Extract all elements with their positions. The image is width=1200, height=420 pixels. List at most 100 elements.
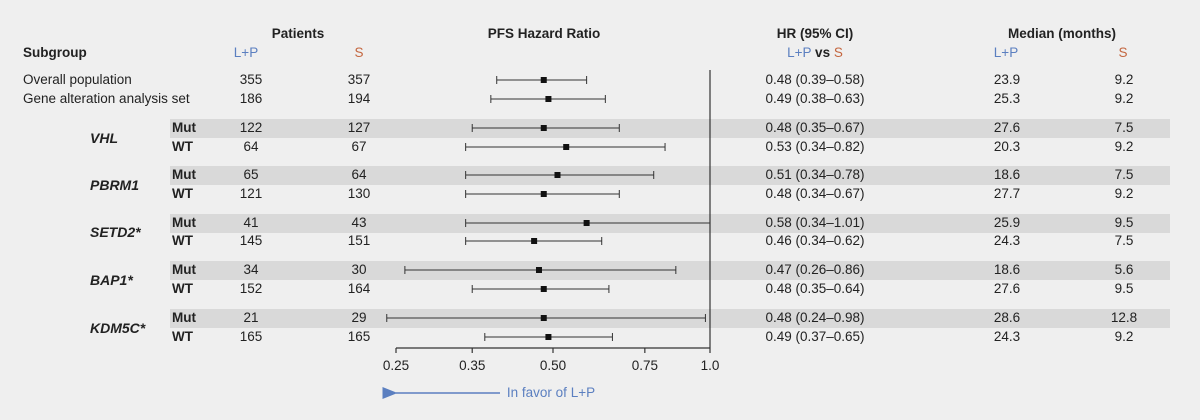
s-patient-count: 130 [347,186,371,201]
hr-ci-value: 0.47 (0.26–0.86) [765,262,865,277]
s-patient-count: 43 [351,215,367,230]
hr-vs-label: vs [815,45,831,60]
x-tick-label: 0.75 [632,358,658,373]
lp-patient-count: 121 [239,186,263,201]
mut-row-band [170,119,1170,138]
median-lp-value: 18.6 [993,262,1021,277]
hr-ci-value: 0.46 (0.34–0.62) [765,233,865,248]
status-label: Mut [172,215,196,230]
status-label: WT [172,139,193,154]
favor-label: In favor of L+P [506,385,596,400]
hr-ci-header: HR (95% CI) [776,26,854,41]
median-s-value: 9.2 [1114,186,1134,201]
s-patient-count: 164 [347,281,371,296]
hazard-ratio-point [540,286,547,292]
subgroup-label: Gene alteration analysis set [23,91,190,106]
median-s-header: S [1118,45,1128,60]
median-lp-value: 23.9 [993,72,1021,87]
s-patient-count: 29 [351,310,367,325]
median-s-value: 9.5 [1114,281,1134,296]
median-lp-value: 24.3 [993,233,1021,248]
status-label: Mut [172,310,196,325]
median-lp-value: 28.6 [993,310,1021,325]
hazard-ratio-point [563,144,570,150]
hr-ci-value: 0.58 (0.34–1.01) [765,215,865,230]
s-patient-count: 357 [347,72,371,87]
s-patient-count: 67 [351,139,367,154]
x-tick-label: 0.35 [459,358,485,373]
hazard-ratio-point [540,315,547,321]
lp-patient-count: 21 [243,310,259,325]
s-patient-count: 194 [347,91,371,106]
s-n-header: S [354,45,364,60]
lp-patient-count: 186 [239,91,263,106]
lp-patient-count: 165 [239,329,263,344]
hazard-ratio-point [535,267,542,273]
hr-ci-value: 0.48 (0.24–0.98) [765,310,865,325]
status-label: Mut [172,262,196,277]
median-s-value: 9.2 [1114,139,1134,154]
median-s-value: 5.6 [1114,262,1134,277]
hazard-ratio-point [540,191,547,197]
pfs-hazard-ratio-title: PFS Hazard Ratio [487,26,601,41]
s-patient-count: 64 [351,167,367,182]
hr-ci-value: 0.49 (0.38–0.63) [765,91,865,106]
gene-label: VHL [90,129,118,146]
status-label: WT [172,233,193,248]
median-s-value: 9.2 [1114,329,1134,344]
gene-label: BAP1* [90,271,133,288]
patients-header: Patients [271,26,325,41]
median-lp-value: 27.7 [993,186,1021,201]
hr-ci-value: 0.49 (0.37–0.65) [765,329,865,344]
s-patient-count: 30 [351,262,367,277]
subgroup-label: Overall population [23,72,132,87]
gene-label: PBRM1 [90,176,140,193]
hazard-ratio-point [540,125,547,131]
hr-ci-subheader: L+P vs S [787,45,843,61]
hazard-ratio-point [545,96,552,102]
median-s-value: 7.5 [1114,167,1134,182]
lp-patient-count: 152 [239,281,263,296]
gene-label: KDM5C* [90,319,146,336]
median-lp-value: 24.3 [993,329,1021,344]
lp-patient-count: 355 [239,72,263,87]
median-lp-value: 27.6 [993,281,1021,296]
hr-ci-value: 0.48 (0.35–0.67) [765,120,865,135]
subgroup-header: Subgroup [23,45,87,60]
hr-ci-value: 0.53 (0.34–0.82) [765,139,865,154]
median-lp-value: 27.6 [993,120,1021,135]
hazard-ratio-point [531,238,538,244]
median-lp-header: L+P [993,45,1019,60]
median-s-value: 9.2 [1114,91,1134,106]
x-tick-label: 1.0 [701,358,720,373]
hazard-ratio-point [583,220,590,226]
x-tick-label: 0.50 [540,358,566,373]
hr-ci-value: 0.48 (0.39–0.58) [765,72,865,87]
lp-patient-count: 64 [243,139,259,154]
median-lp-value: 20.3 [993,139,1021,154]
status-label: WT [172,329,193,344]
s-patient-count: 151 [347,233,371,248]
median-header: Median (months) [1008,26,1116,41]
hazard-ratio-point [540,77,547,83]
hr-ci-value: 0.48 (0.34–0.67) [765,186,865,201]
hr-lp-label: L+P [787,45,812,60]
s-patient-count: 165 [347,329,371,344]
status-label: WT [172,281,193,296]
lp-patient-count: 145 [239,233,263,248]
median-lp-value: 25.3 [993,91,1021,106]
lp-n-header: L+P [233,45,259,60]
x-tick-label: 0.25 [383,358,409,373]
s-patient-count: 127 [347,120,371,135]
gene-label: SETD2* [90,224,141,240]
median-lp-value: 25.9 [993,215,1021,230]
median-lp-value: 18.6 [993,167,1021,182]
lp-patient-count: 41 [243,215,259,230]
median-s-value: 9.5 [1114,215,1134,230]
lp-patient-count: 34 [243,262,259,277]
lp-patient-count: 122 [239,120,263,135]
median-s-value: 7.5 [1114,120,1134,135]
median-s-value: 9.2 [1114,72,1134,87]
hr-s-label: S [833,45,843,60]
